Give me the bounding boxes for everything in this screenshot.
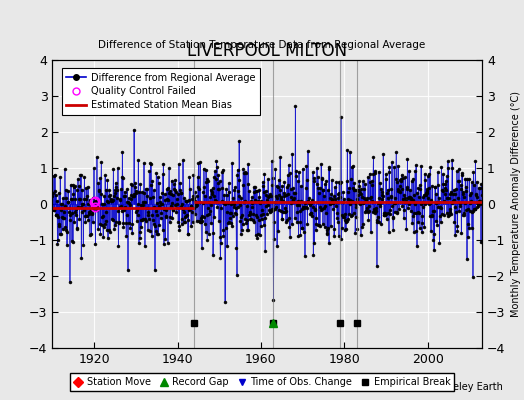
Legend: Difference from Regional Average, Quality Control Failed, Estimated Station Mean: Difference from Regional Average, Qualit… [61,68,260,115]
Text: Difference of Station Temperature Data from Regional Average: Difference of Station Temperature Data f… [99,40,425,50]
Legend: Station Move, Record Gap, Time of Obs. Change, Empirical Break: Station Move, Record Gap, Time of Obs. C… [70,373,454,391]
Title: LIVERPOOL MILTON: LIVERPOOL MILTON [187,42,347,60]
Text: Berkeley Earth: Berkeley Earth [431,382,503,392]
Y-axis label: Monthly Temperature Anomaly Difference (°C): Monthly Temperature Anomaly Difference (… [511,91,521,317]
